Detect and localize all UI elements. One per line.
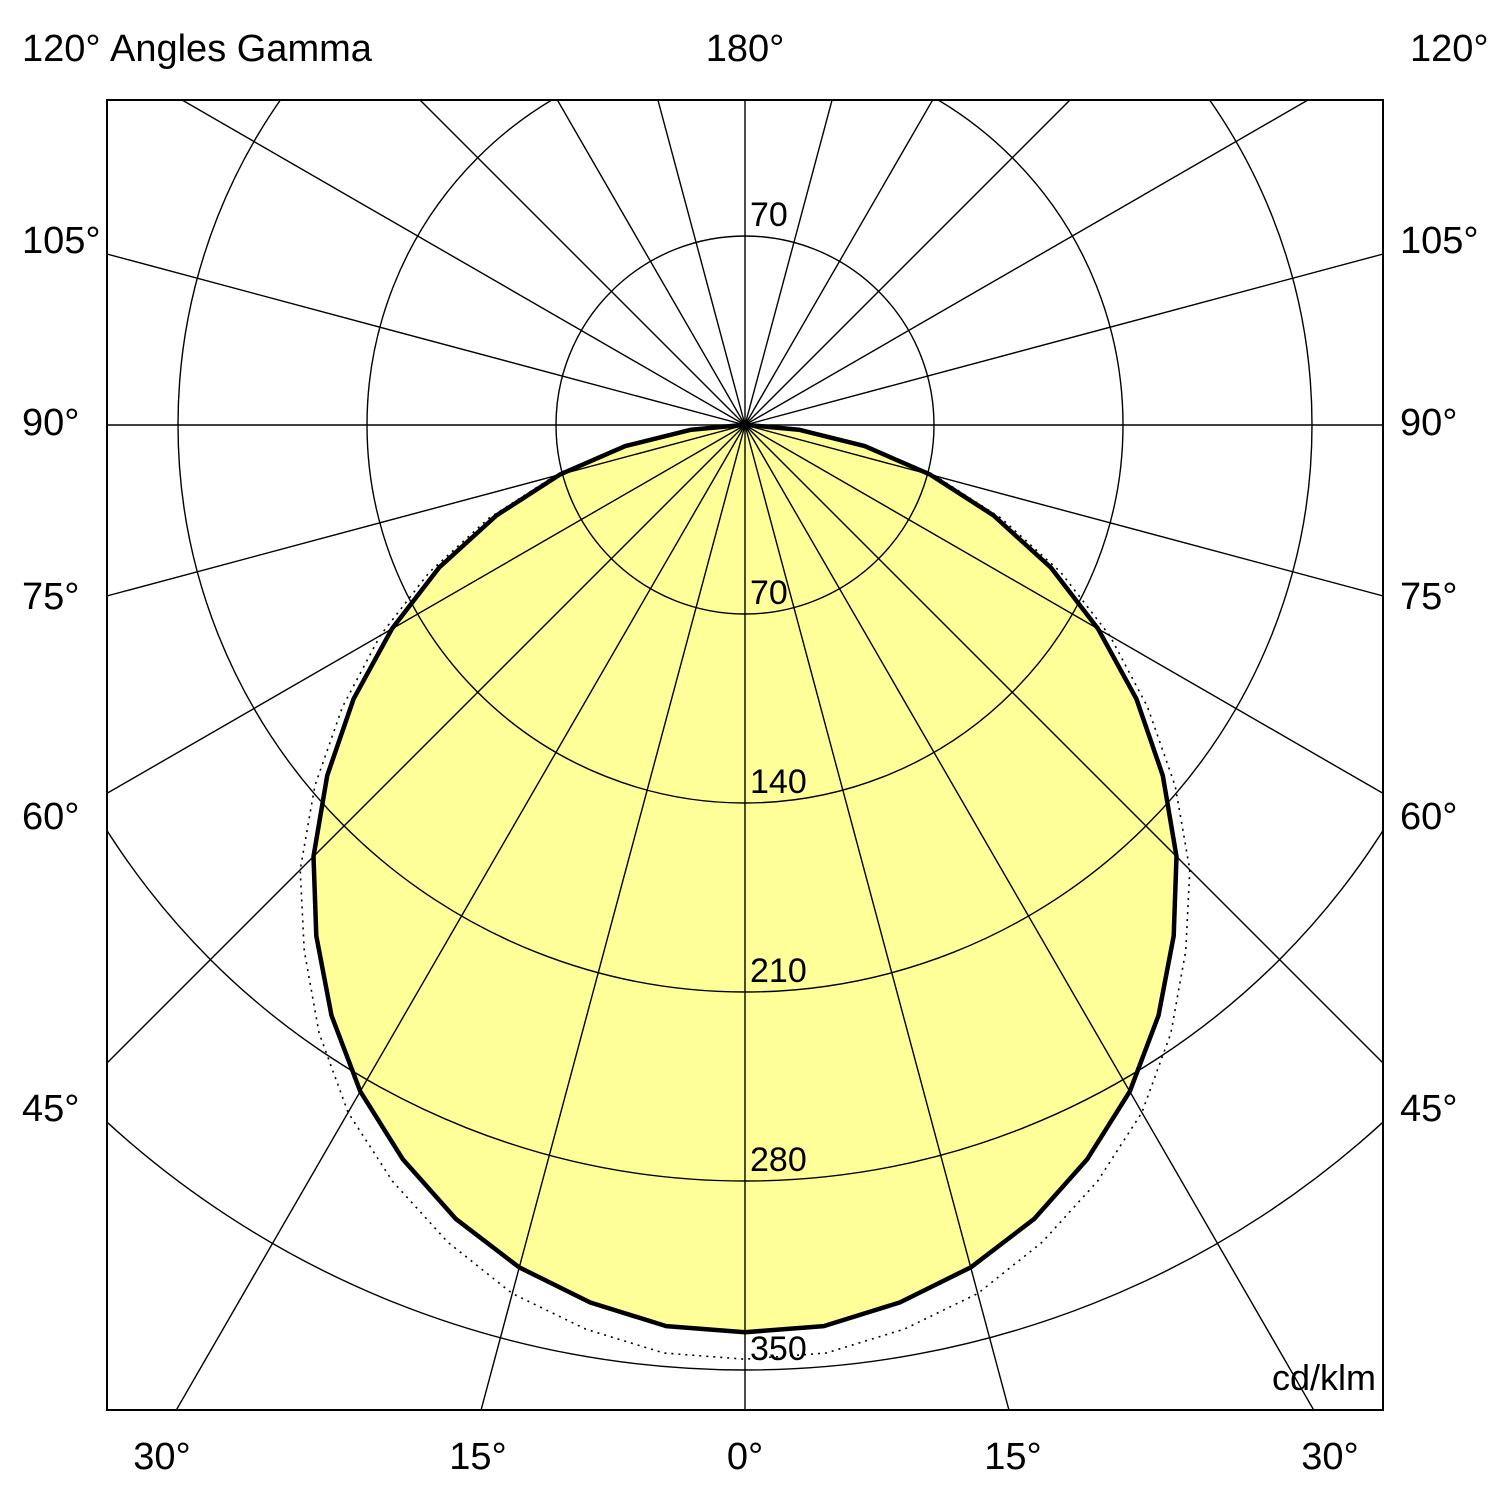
left-gamma-label-45: 45°: [22, 1088, 80, 1130]
radial-tick-label: 70: [750, 574, 788, 612]
bottom-gamma-label-15-left: 15°: [449, 1436, 507, 1478]
bottom-gamma-label-30-left: 30°: [133, 1436, 191, 1478]
bottom-gamma-label-0: 0°: [726, 1436, 764, 1478]
unit-label: cd/klm: [1271, 1357, 1376, 1398]
chart-frame: [106, 99, 1384, 1411]
intensity-curve-dotted: [299, 424, 1191, 1361]
top-angle-label: 180°: [705, 28, 785, 70]
left-gamma-label-60: 60°: [22, 796, 80, 838]
radial-tick-label: 280: [750, 1141, 807, 1179]
intensity-grid-circle: [366, 100, 1124, 804]
bottom-gamma-label-30-right: 30°: [1301, 1436, 1359, 1478]
radial-tick-label: 70: [750, 196, 788, 234]
left-gamma-label-90: 90°: [22, 402, 80, 444]
chart-title: Angles Gamma: [110, 28, 372, 70]
corner-angle-label-top-left: 120°: [22, 28, 101, 70]
intensity-grid-circle: [107, 1120, 1383, 1371]
left-gamma-label-75: 75°: [22, 576, 80, 618]
radial-tick-label: 140: [750, 763, 807, 801]
right-gamma-label-60: 60°: [1400, 796, 1458, 838]
right-gamma-label-105: 105°: [1400, 220, 1479, 262]
radial-tick-label: 210: [750, 952, 807, 990]
intensity-curve-solid: [311, 422, 1179, 1335]
right-gamma-label-90: 90°: [1400, 402, 1458, 444]
left-gamma-label-105: 105°: [22, 220, 101, 262]
bottom-gamma-label-15-right: 15°: [984, 1436, 1042, 1478]
right-gamma-label-45: 45°: [1400, 1088, 1458, 1130]
intensity-grid-circle: [555, 235, 935, 615]
intensity-grid-circle: [177, 100, 1313, 993]
corner-angle-label-top-right: 120°: [1410, 28, 1489, 70]
intensity-grid-circle: [107, 829, 1383, 1182]
right-gamma-label-75: 75°: [1400, 576, 1458, 618]
radial-tick-label: 350: [750, 1330, 807, 1368]
